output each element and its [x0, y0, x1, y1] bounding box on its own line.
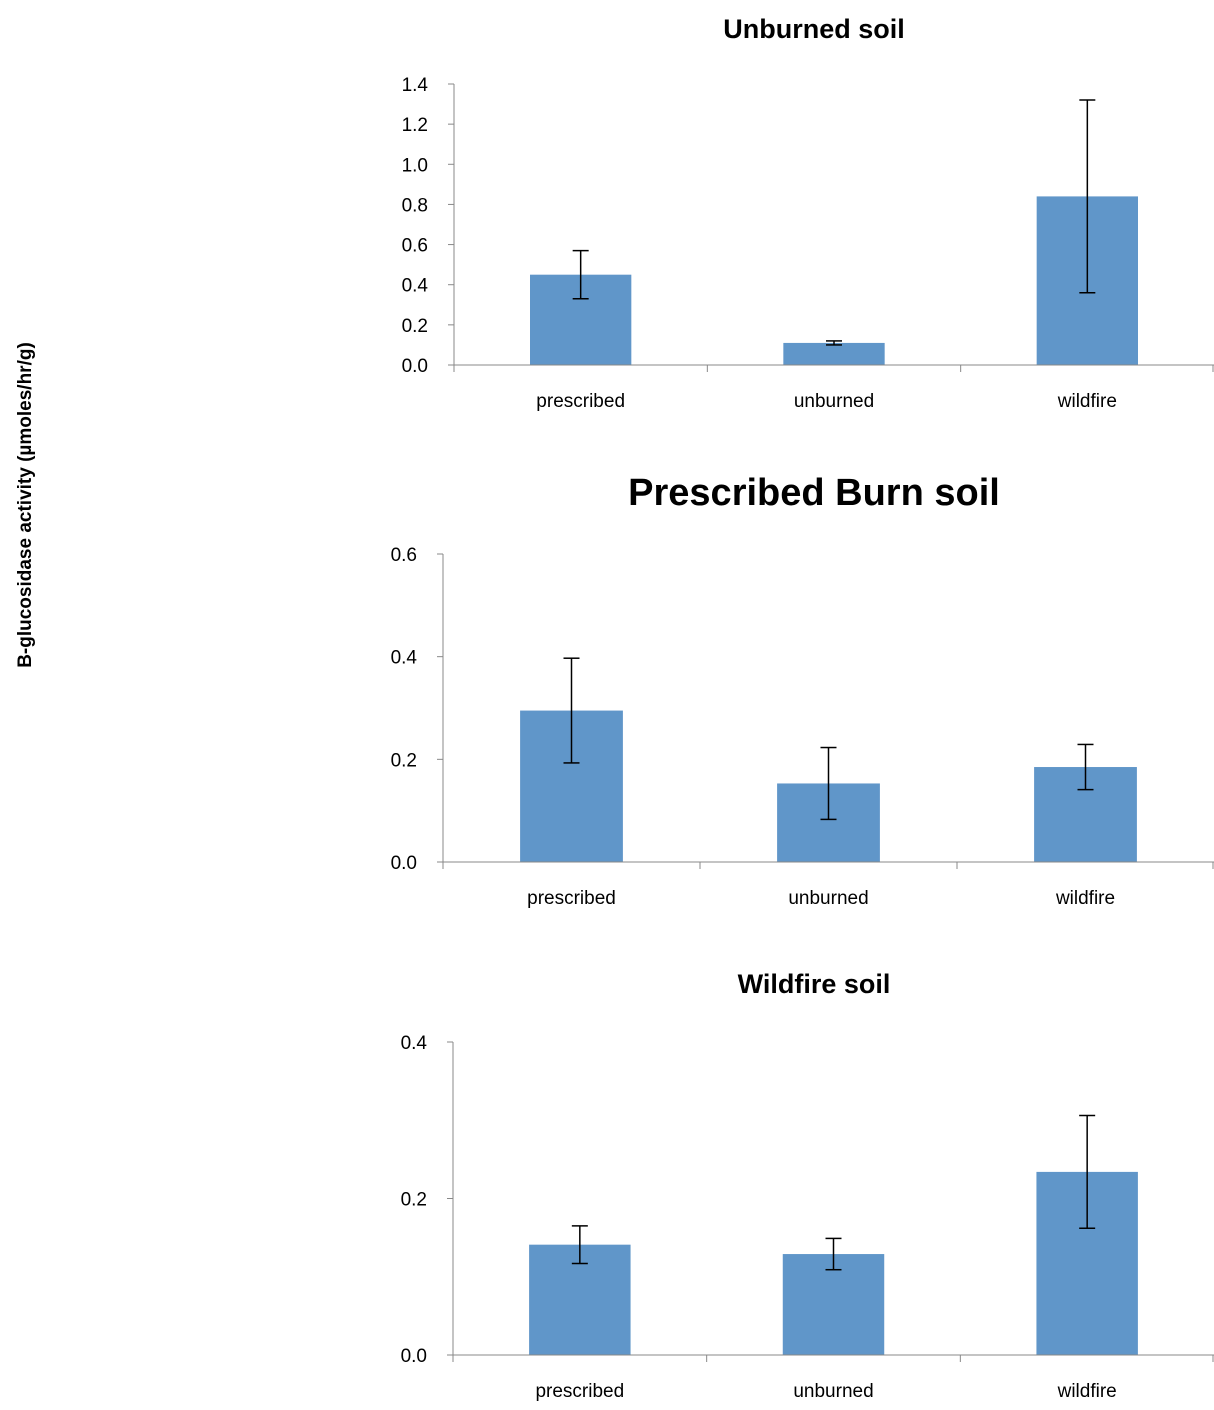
- x-tick-label: prescribed: [536, 391, 625, 412]
- y-tick-label: 0.6: [391, 545, 417, 566]
- x-tick-label: wildfire: [1057, 1381, 1117, 1402]
- chart-title: Prescribed Burn soil: [628, 472, 1000, 514]
- chart-panel-3: Wildfire soil 0.0 0.2 0.4 prescribed unburned…: [401, 969, 1214, 1402]
- chart-title: Unburned soil: [723, 14, 905, 44]
- y-tick-label: 1.0: [402, 155, 428, 176]
- y-tick-label: 0.2: [402, 316, 428, 337]
- y-tick-label: 0.6: [402, 236, 428, 257]
- shared-y-axis-label-area: B-glucosidase activity (µmoles/hr/g): [0, 0, 60, 1405]
- chart-title: Wildfire soil: [738, 969, 891, 999]
- x-tick-label: unburned: [794, 391, 874, 412]
- x-tick-label: wildfire: [1055, 888, 1115, 909]
- x-tick-label: wildfire: [1057, 391, 1117, 412]
- y-tick-label: 0.2: [401, 1190, 427, 1211]
- chart-panel-1: Unburned soil 0.0 0.2 0.4 0.6 0.8 1.0 1.2 1.4 pre…: [402, 14, 1214, 412]
- y-tick-label: 0.8: [402, 195, 428, 216]
- x-tick-label: prescribed: [527, 888, 616, 909]
- y-tick-label: 0.2: [391, 750, 417, 771]
- y-tick-label: 0.4: [402, 276, 429, 297]
- y-tick-label: 0.4: [401, 1033, 428, 1054]
- chart-panel-2: Prescribed Burn soil 0.0 0.2 0.4 0.6 prescrib…: [391, 472, 1214, 909]
- y-tick-label: 1.4: [402, 75, 429, 96]
- x-tick-label: unburned: [788, 888, 868, 909]
- x-tick-label: unburned: [793, 1381, 873, 1402]
- y-tick-label: 0.4: [391, 648, 418, 669]
- y-tick-label: 0.0: [402, 356, 428, 377]
- bar-unburned: [782, 1254, 885, 1355]
- shared-y-axis-label: B-glucosidase activity (µmoles/hr/g): [15, 342, 36, 668]
- bar-unburned: [783, 342, 885, 365]
- x-tick-label: prescribed: [535, 1381, 624, 1402]
- y-tick-label: 0.0: [391, 853, 417, 874]
- y-tick-label: 1.2: [402, 115, 428, 136]
- y-tick-label: 0.0: [401, 1346, 427, 1367]
